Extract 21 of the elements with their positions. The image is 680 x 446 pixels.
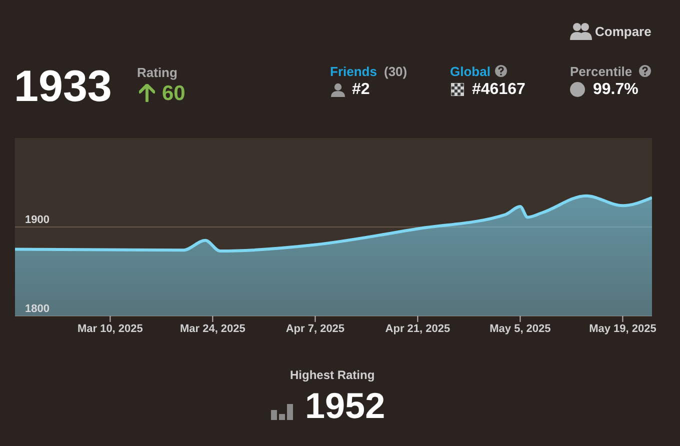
text: Highest Rating <box>290 368 375 382</box>
text: #2 <box>352 81 370 98</box>
text: 99.7% <box>593 81 638 98</box>
text: #46167 <box>472 81 526 98</box>
x-tick-label: Mar 10, 2025 <box>77 322 143 335</box>
text: 60 <box>162 82 186 105</box>
text: Percentile <box>570 64 632 79</box>
text: 1952 <box>305 385 386 426</box>
x-tick-label: Apr 7, 2025 <box>286 322 345 335</box>
x-tick-label: May 5, 2025 <box>490 322 551 335</box>
y-tick-label: 1800 <box>25 302 50 315</box>
x-tick-label: May 19, 2025 <box>589 322 656 335</box>
text: Global <box>450 64 490 79</box>
text: Friends <box>330 64 377 79</box>
x-tick-label: Mar 24, 2025 <box>180 322 246 335</box>
text: Compare <box>595 24 652 39</box>
x-tick-label: Apr 21, 2025 <box>385 322 450 335</box>
y-tick-label: 1900 <box>25 214 50 226</box>
chart-title: 1933 <box>14 62 112 111</box>
text: (30) <box>384 64 408 79</box>
chart-subtitle: Rating <box>137 65 178 80</box>
